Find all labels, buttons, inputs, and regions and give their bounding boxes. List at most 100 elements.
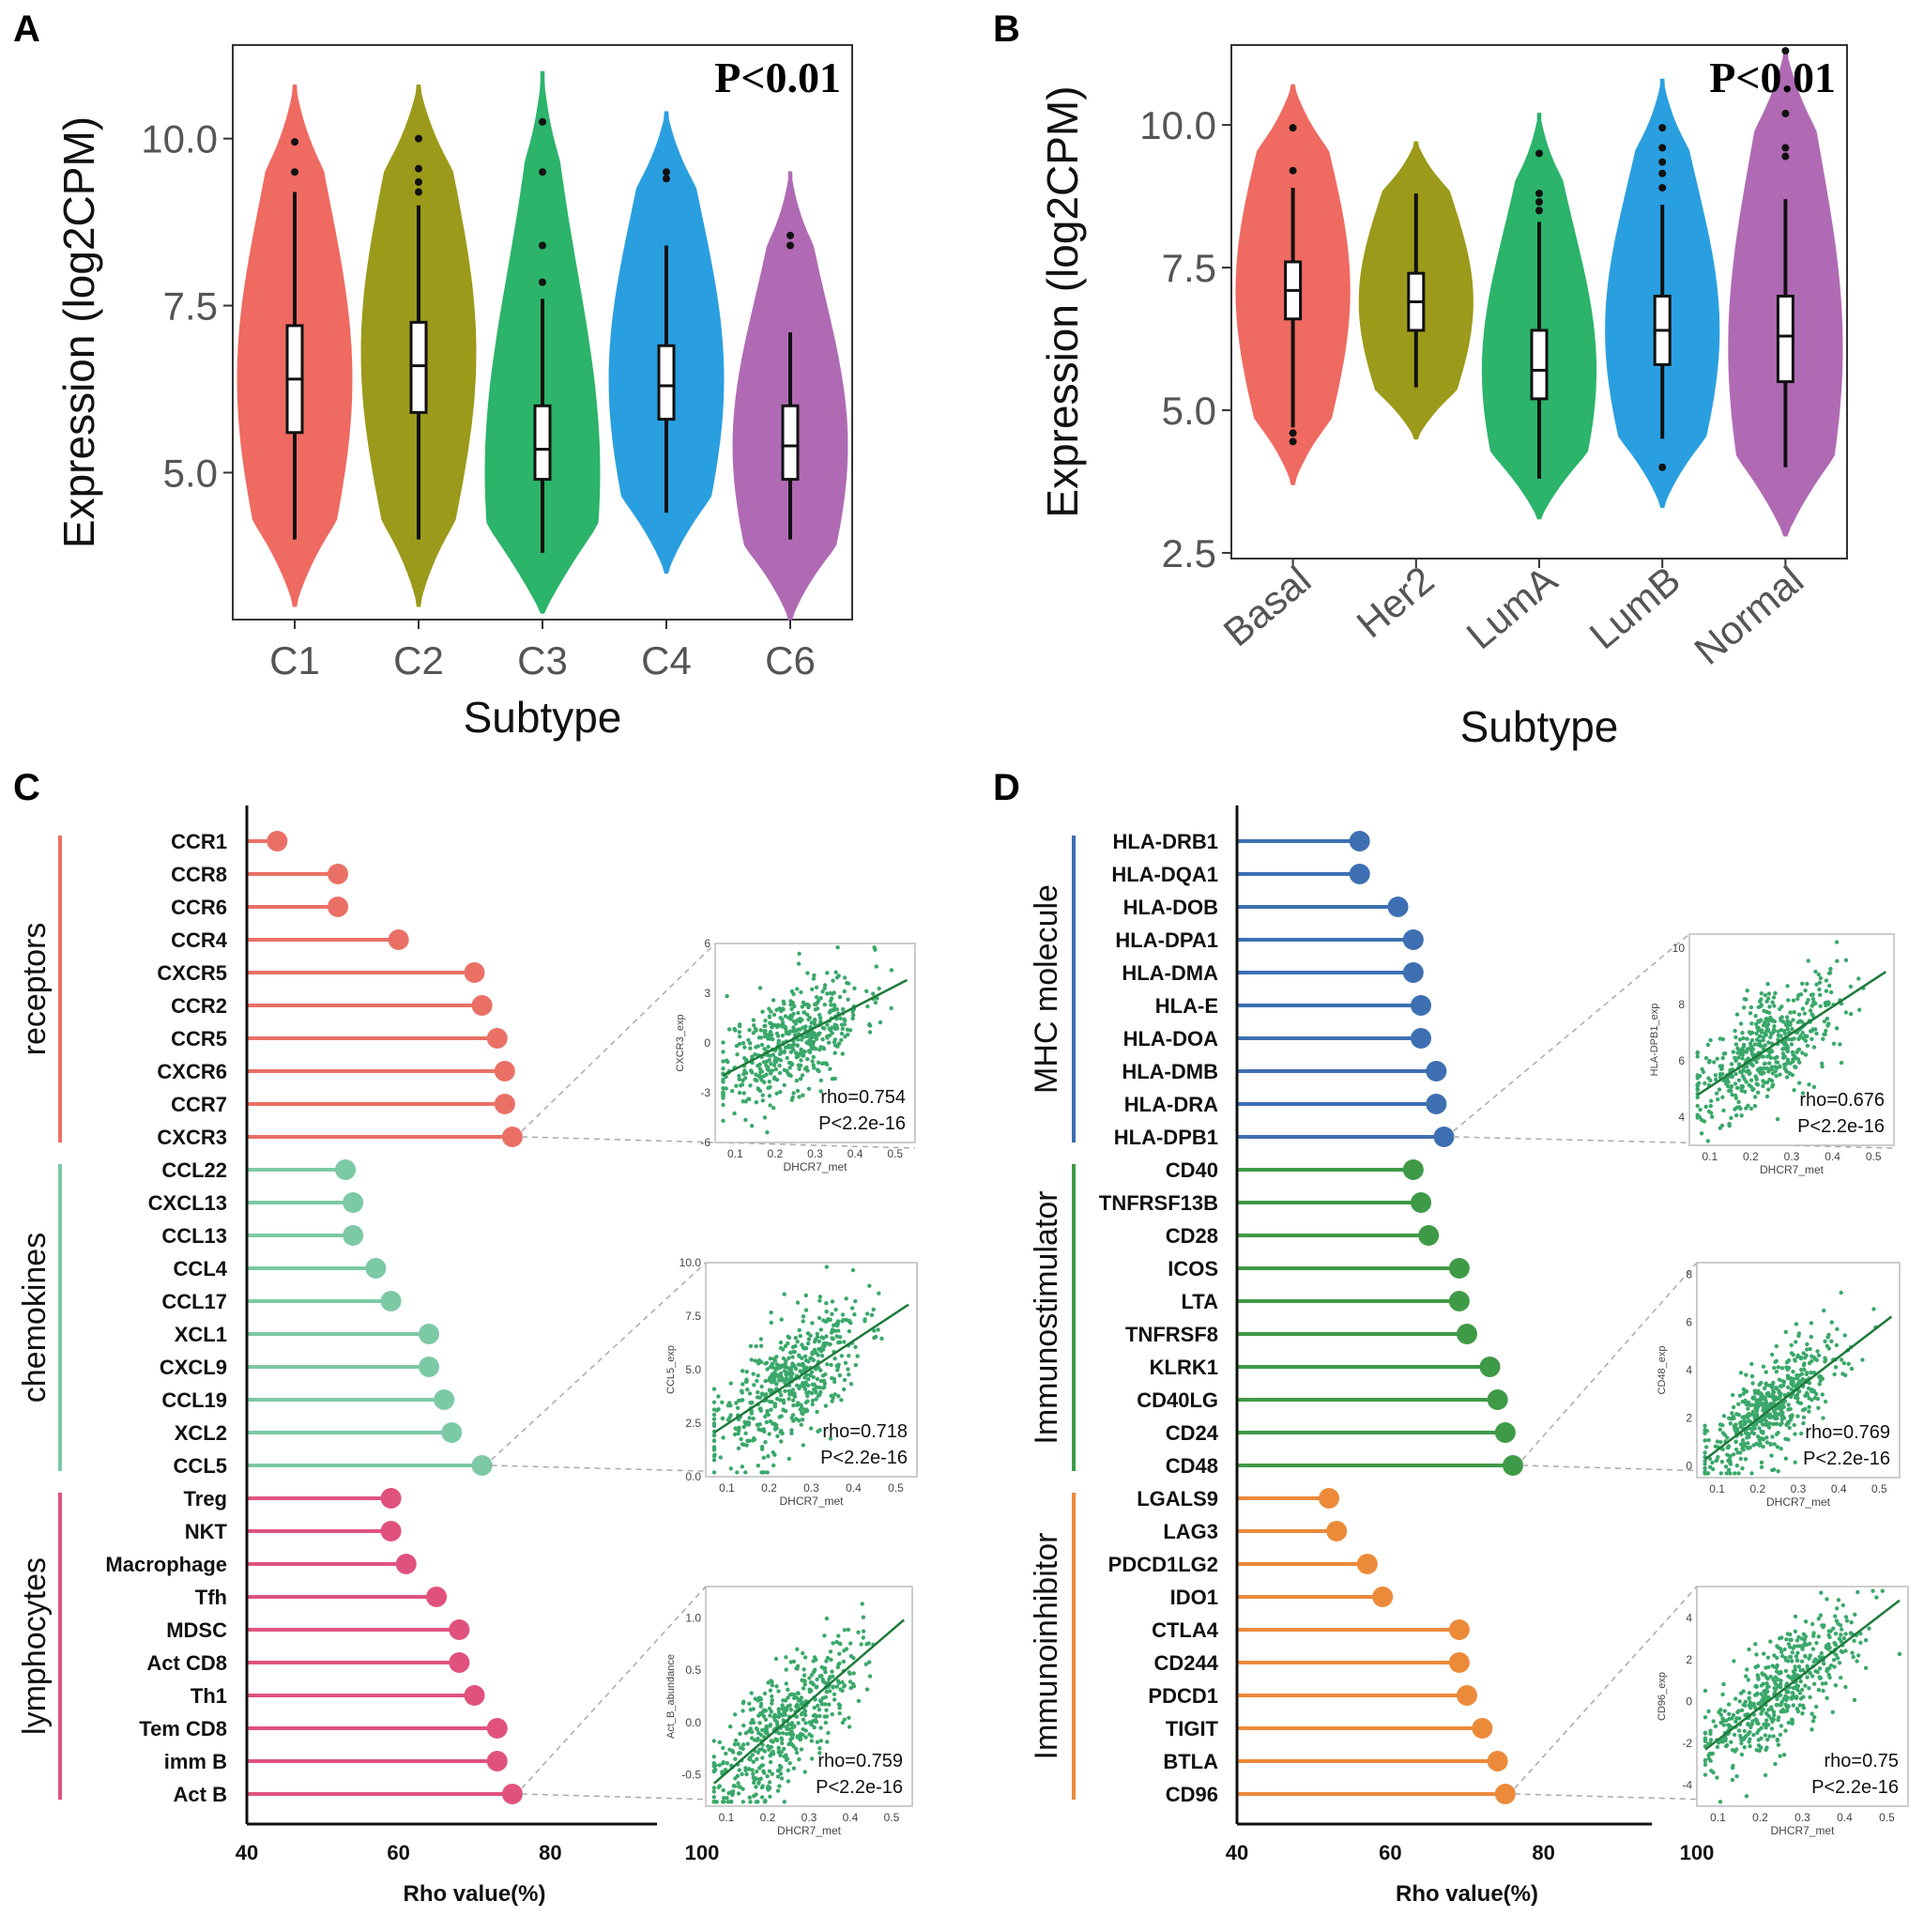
inset-point (1783, 1047, 1789, 1051)
inset-point (1700, 1066, 1704, 1072)
inset-x-tick-label: 0.5 (884, 1811, 900, 1824)
inset-point (827, 1040, 832, 1045)
inset-point (1695, 1087, 1700, 1093)
inset-point (848, 1654, 854, 1659)
inset-point (1718, 1800, 1723, 1804)
inset-point (1774, 1386, 1779, 1390)
inset-point (736, 1741, 741, 1747)
inset-point (1706, 1109, 1712, 1114)
inset-point (1720, 1431, 1726, 1435)
inset-point (1737, 1048, 1743, 1053)
inset-point (1742, 1415, 1747, 1419)
inset-point (811, 976, 817, 981)
inset-point (1848, 984, 1854, 989)
inset-point (1852, 1638, 1856, 1644)
inset-point (810, 1680, 815, 1685)
inset-point (1751, 1732, 1756, 1738)
inset-x-tick-label: 0.3 (807, 1147, 823, 1160)
inset-point (1749, 1049, 1754, 1054)
inset-point (764, 1059, 770, 1064)
inset-point (1761, 1364, 1766, 1369)
inset-point (1756, 1677, 1761, 1681)
inset-point (811, 1374, 816, 1380)
inset-point (1816, 1688, 1822, 1693)
inset-point (725, 1761, 729, 1766)
outlier-point (1289, 124, 1297, 132)
inset-point (812, 973, 817, 978)
inset-point (809, 1756, 815, 1761)
inset-point (805, 1331, 811, 1336)
inset-point (1721, 1414, 1727, 1418)
inset-point (812, 1017, 817, 1022)
inset-point (815, 1334, 820, 1340)
group-label: Immunostimulator (1029, 1190, 1064, 1444)
inset-point (1807, 1360, 1812, 1366)
inset-point (1782, 1647, 1787, 1652)
inset-point (1843, 1010, 1849, 1015)
lollipop-dot (380, 1488, 402, 1509)
inset-point (1809, 1371, 1813, 1375)
inset-point (821, 1318, 826, 1323)
inset-point (770, 1679, 774, 1684)
inset-point (803, 1380, 808, 1385)
inset-point (1739, 1088, 1745, 1094)
inset-point (838, 1016, 843, 1021)
inset-point (1743, 1703, 1748, 1708)
inset-point (1821, 1416, 1825, 1420)
inset-point (778, 1090, 783, 1095)
inset-point (720, 1770, 725, 1774)
inset-regression-line (1697, 971, 1886, 1096)
inset-point (769, 1021, 774, 1026)
outlier-point (663, 175, 670, 183)
inset-point (1783, 1456, 1789, 1461)
inset-point (834, 1334, 839, 1339)
inset-point (1777, 1377, 1782, 1382)
outlier-point (539, 168, 546, 176)
inset-point (1747, 1647, 1751, 1652)
inset-point (1791, 1018, 1795, 1022)
inset-point (1810, 996, 1816, 1002)
inset-point (801, 1025, 805, 1030)
inset-point (1703, 1055, 1709, 1061)
inset-point (721, 1066, 725, 1071)
inset-point (756, 1730, 761, 1736)
inset-point (1843, 958, 1849, 962)
inset-point (1776, 1715, 1781, 1720)
inset-point (1790, 1721, 1794, 1726)
inset-point (1746, 1446, 1751, 1450)
inset-y-tick-label: 0.5 (685, 1664, 701, 1677)
inset-point (1703, 1758, 1708, 1764)
inset-point (817, 1708, 822, 1712)
inset-point (1722, 1709, 1728, 1713)
inset-point (1718, 1422, 1723, 1427)
inset-point (822, 1026, 827, 1031)
inset-point (1767, 1004, 1772, 1009)
inset-point (784, 1707, 789, 1711)
inset-point (815, 1376, 820, 1382)
inset-point (841, 1317, 846, 1323)
inset-point (752, 1023, 756, 1028)
inset-point (790, 1389, 795, 1395)
inset-point (1730, 1092, 1734, 1097)
inset-points (711, 1265, 884, 1475)
row-label: CD28 (1166, 1224, 1218, 1248)
lollipop-dot (267, 831, 288, 851)
inset-point (762, 1115, 768, 1120)
inset-point (734, 1401, 739, 1405)
inset-point (754, 1343, 758, 1349)
inset-point (775, 1788, 781, 1793)
inset-point (1818, 975, 1824, 981)
inset-point (1805, 1392, 1810, 1398)
inset-point (780, 1033, 786, 1038)
inset-point (818, 1089, 823, 1094)
inset-point (1785, 1709, 1790, 1713)
inset-point (1743, 1457, 1748, 1462)
inset-point (735, 1052, 740, 1057)
inset-point (1802, 1367, 1807, 1372)
inset-point (1803, 1654, 1808, 1659)
inset-point (834, 975, 840, 980)
x-tick-label: C2 (393, 638, 444, 682)
inset-point (1733, 1107, 1737, 1112)
inset-point (872, 1328, 877, 1333)
inset-point (737, 1030, 741, 1035)
